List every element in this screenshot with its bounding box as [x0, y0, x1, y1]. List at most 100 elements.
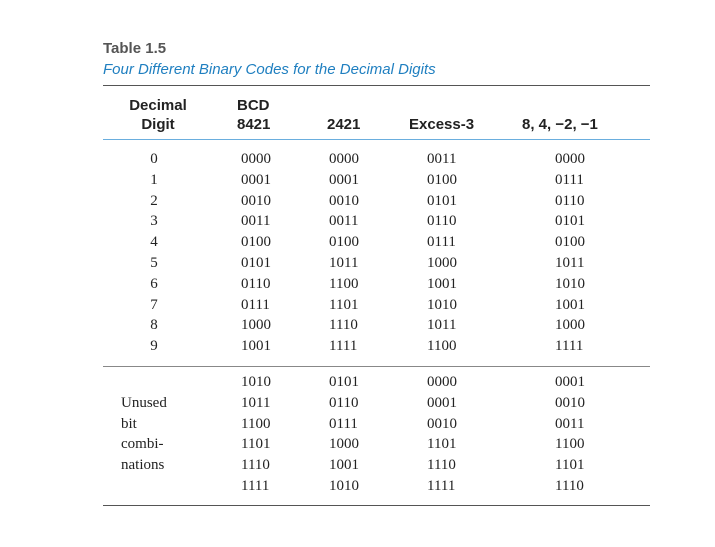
bcd-cell: 0110: [241, 275, 271, 292]
decimal-digit-cell: 3: [150, 213, 158, 230]
code-84-2-1-cell: 0110: [555, 192, 585, 209]
bcd-cell: 1010: [241, 374, 271, 390]
header-2421: 2421: [327, 116, 361, 133]
header-8-4-neg2-neg1: 8, 4, −2, −1: [522, 116, 598, 133]
code-2421-cell: 0001: [329, 171, 359, 188]
unused-label-line: combi-: [121, 436, 164, 453]
unused-rows: 1010 0101 0000 0001 Unused 1011 0110 0001 0010 bi…: [0, 372, 715, 497]
table-label: Table 1.5: [103, 40, 167, 57]
code-84-2-1-cell: 0100: [555, 234, 585, 251]
code-2421-cell: 1011: [329, 254, 359, 271]
decimal-digit-cell: 6: [150, 275, 158, 292]
code-84-2-1-cell: 1100: [555, 436, 585, 453]
bcd-cell: 1000: [241, 317, 271, 334]
code-84-2-1-cell: 1000: [555, 317, 585, 334]
code-2421-cell: 0111: [329, 415, 358, 432]
excess-3-cell: 1100: [427, 338, 457, 355]
code-2421-cell: 1111: [329, 338, 358, 355]
code-84-2-1-cell: 0011: [555, 415, 585, 432]
table-row: 9 1001 1111 1100 1111: [0, 336, 715, 357]
unused-row: 1010 0101 0000 0001: [0, 372, 715, 393]
excess-3-cell: 0111: [427, 234, 456, 251]
code-84-2-1-cell: 1110: [555, 477, 584, 494]
code-84-2-1-cell: 0111: [555, 171, 584, 188]
decimal-digit-cell: 5: [150, 254, 158, 271]
table-row: 1 0001 0001 0100 0111: [0, 170, 715, 191]
code-84-2-1-cell: 1101: [555, 457, 585, 474]
code-84-2-1-cell: 1010: [555, 275, 585, 292]
decimal-digit-cell: 4: [150, 234, 158, 251]
decimal-digit-cell: 2: [150, 192, 158, 209]
bottom-rule: [103, 505, 650, 506]
header-decimal: Decimal: [129, 97, 187, 114]
table-row: 7 0111 1101 1010 1001: [0, 295, 715, 316]
code-2421-cell: 0100: [329, 234, 359, 251]
bcd-cell: 0010: [241, 192, 271, 209]
decimal-digit-cell: 9: [150, 338, 158, 355]
code-2421-cell: 1101: [329, 296, 359, 313]
decimal-digit-cell: 7: [150, 296, 158, 313]
header-bcd-title: BCD: [237, 97, 270, 114]
code-2421-cell: 0101: [329, 374, 359, 390]
unused-row: 1111 1010 1111 1110: [0, 476, 715, 497]
header-rule: [103, 139, 650, 140]
unused-label-line: Unused: [121, 394, 167, 411]
excess-3-cell: 0001: [427, 394, 457, 411]
table-row: 6 0110 1100 1001 1010: [0, 274, 715, 295]
decimal-digit-cell: 8: [150, 317, 158, 334]
code-2421-cell: 1001: [329, 457, 359, 474]
bcd-cell: 0011: [241, 213, 271, 230]
excess-3-cell: 1111: [427, 477, 456, 494]
unused-row: bit 1100 0111 0010 0011: [0, 414, 715, 435]
header-decimal-digit: Decimal Digit: [121, 96, 195, 134]
table-row: 8 1000 1110 1011 1000: [0, 315, 715, 336]
excess-3-cell: 1101: [427, 436, 457, 453]
table-row: 3 0011 0011 0110 0101: [0, 211, 715, 232]
code-2421-cell: 1110: [329, 317, 358, 334]
code-2421-cell: 1100: [329, 275, 359, 292]
excess-3-cell: 0101: [427, 192, 457, 209]
header-digit: Digit: [141, 116, 175, 133]
table-row: 0 0000 0000 0011 0000: [0, 149, 715, 170]
unused-row: nations 1110 1001 1110 1101: [0, 455, 715, 476]
excess-3-cell: 0011: [427, 151, 457, 167]
bcd-cell: 0101: [241, 254, 271, 271]
excess-3-cell: 1011: [427, 317, 457, 334]
code-2421-cell: 0110: [329, 394, 359, 411]
unused-label-line: bit: [121, 415, 137, 432]
unused-label-line: nations: [121, 457, 165, 474]
table-row: 2 0010 0010 0101 0110: [0, 191, 715, 212]
excess-3-cell: 0100: [427, 171, 457, 188]
excess-3-cell: 0000: [427, 374, 457, 390]
unused-row: combi- 1101 1000 1101 1100: [0, 434, 715, 455]
bcd-cell: 1110: [241, 457, 270, 474]
bcd-cell: 0000: [241, 151, 271, 167]
bcd-cell: 1011: [241, 394, 271, 411]
bcd-cell: 1100: [241, 415, 271, 432]
table-caption: Four Different Binary Codes for the Deci…: [103, 61, 436, 78]
header-excess-3: Excess-3: [409, 116, 475, 133]
code-84-2-1-cell: 0000: [555, 151, 585, 167]
code-84-2-1-cell: 1001: [555, 296, 585, 313]
code-2421-cell: 1010: [329, 477, 359, 494]
code-2421-cell: 0000: [329, 151, 359, 167]
table-row: 5 0101 1011 1000 1011: [0, 253, 715, 274]
bcd-cell: 0111: [241, 296, 270, 313]
bcd-cell: 1001: [241, 338, 271, 355]
excess-3-cell: 1110: [427, 457, 456, 474]
code-84-2-1-cell: 0010: [555, 394, 585, 411]
table-row: 4 0100 0100 0111 0100: [0, 232, 715, 253]
decimal-digit-cell: 0: [150, 151, 158, 167]
excess-3-cell: 1001: [427, 275, 457, 292]
decimal-digit-cell: 1: [150, 171, 158, 188]
excess-3-cell: 0010: [427, 415, 457, 432]
excess-3-cell: 1000: [427, 254, 457, 271]
code-84-2-1-cell: 1011: [555, 254, 585, 271]
excess-3-cell: 0110: [427, 213, 457, 230]
excess-3-cell: 1010: [427, 296, 457, 313]
top-rule: [103, 85, 650, 86]
bcd-cell: 1101: [241, 436, 271, 453]
code-84-2-1-cell: 0001: [555, 374, 585, 390]
bcd-cell: 0100: [241, 234, 271, 251]
code-2421-cell: 0010: [329, 192, 359, 209]
